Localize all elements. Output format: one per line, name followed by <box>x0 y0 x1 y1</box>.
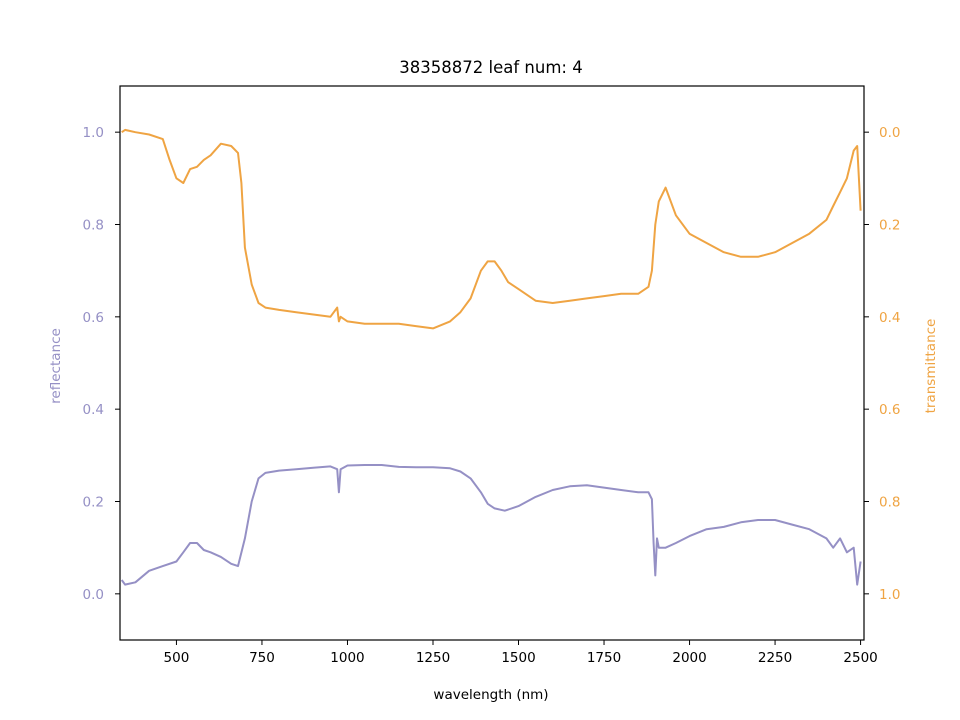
series-layer <box>120 128 862 586</box>
x-tick-label: 750 <box>249 650 275 666</box>
y-left-tick-label: 0.6 <box>83 310 104 326</box>
y-axis-left-label: reflectance <box>48 328 64 404</box>
y-left-tick-label: 0.2 <box>83 495 104 511</box>
x-axis: 500 750 1000 1250 1500 1750 2000 2250 2500 <box>164 640 878 666</box>
chart-title: 38358872 leaf num: 4 <box>399 58 582 77</box>
y-right-tick-label: 0.8 <box>879 495 900 511</box>
x-tick-label: 2250 <box>758 650 792 666</box>
y-right-tick-label: 0.4 <box>879 310 900 326</box>
y-right-tick-label: 0.6 <box>879 402 900 418</box>
y-right-tick-label: 0.0 <box>879 125 900 141</box>
x-axis-label: wavelength (nm) <box>433 687 548 703</box>
x-tick-label: 1250 <box>416 650 450 666</box>
plot-frame <box>119 85 865 641</box>
reflectance-line <box>120 464 862 586</box>
x-tick-label: 2000 <box>672 650 706 666</box>
y-axis-right-label: transmittance <box>923 319 939 414</box>
y-left-tick-label: 0.8 <box>83 218 104 234</box>
x-tick-label: 500 <box>164 650 190 666</box>
y-right-tick-label: 0.2 <box>879 218 900 234</box>
transmittance-line <box>121 128 862 330</box>
x-tick-label: 1000 <box>330 650 364 666</box>
y-left-tick-label: 0.0 <box>83 587 104 603</box>
x-tick-label: 1750 <box>587 650 621 666</box>
y-right-tick-label: 1.0 <box>879 587 900 603</box>
y-axis-right: 0.0 0.2 0.4 0.6 0.8 1.0 <box>864 125 900 603</box>
y-left-tick-label: 0.4 <box>83 402 104 418</box>
x-tick-label: 2500 <box>843 650 877 666</box>
y-axis-left: 0.0 0.2 0.4 0.6 0.8 1.0 <box>83 125 120 603</box>
y-left-tick-label: 1.0 <box>83 125 104 141</box>
x-tick-label: 1500 <box>501 650 535 666</box>
